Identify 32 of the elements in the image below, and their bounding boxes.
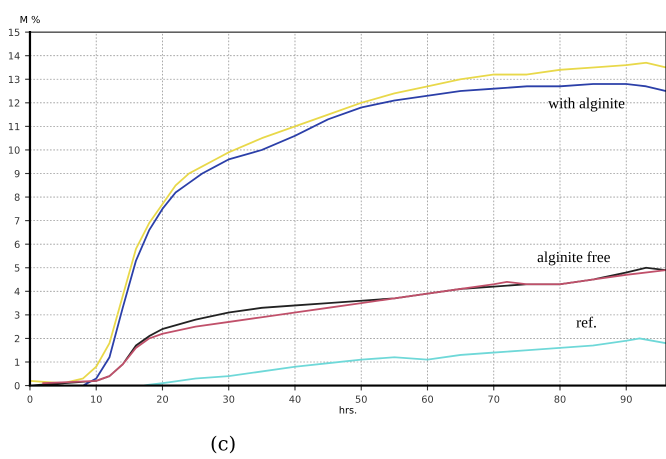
y-tick-label: 13 <box>8 76 20 84</box>
y-tick-label: 14 <box>8 52 20 60</box>
y-tick-label: 5 <box>14 264 20 272</box>
y-tick-label: 7 <box>14 217 20 224</box>
annotation: ref. <box>576 316 596 328</box>
y-tick-label: 15 <box>8 28 20 36</box>
x-tick-label: 70 <box>488 395 500 403</box>
x-tick-label: 20 <box>157 395 168 403</box>
y-tick-label: 1 <box>15 358 20 366</box>
y-tick-label: 0 <box>14 382 20 390</box>
y-tick-label: 4 <box>14 288 20 296</box>
y-tick-label: 6 <box>14 240 20 248</box>
y-tick-label: 11 <box>8 122 20 130</box>
x-tick-label: 50 <box>356 395 367 403</box>
x-tick-label: 0 <box>28 395 32 403</box>
y-tick-label: 2 <box>14 334 20 342</box>
y-tick-label: 8 <box>14 194 20 201</box>
y-tick-label: 10 <box>8 146 20 154</box>
y-tick-label: 9 <box>14 170 20 178</box>
annotation: with alginite <box>548 98 624 112</box>
x-tick-label: 10 <box>91 395 102 403</box>
x-tick-label: 40 <box>289 395 301 403</box>
x-tick-label: 30 <box>223 395 234 403</box>
y-axis-title: M % <box>20 16 40 24</box>
y-tick-label: 12 <box>8 99 20 107</box>
x-tick-label: 90 <box>620 395 632 403</box>
x-tick-label: 80 <box>554 395 566 403</box>
annotation: alginite free <box>538 251 610 266</box>
x-axis-title: hrs. <box>340 406 356 414</box>
y-tick-label: 3 <box>14 311 20 319</box>
x-tick-label: 60 <box>422 395 434 403</box>
text: (c) <box>212 436 235 454</box>
